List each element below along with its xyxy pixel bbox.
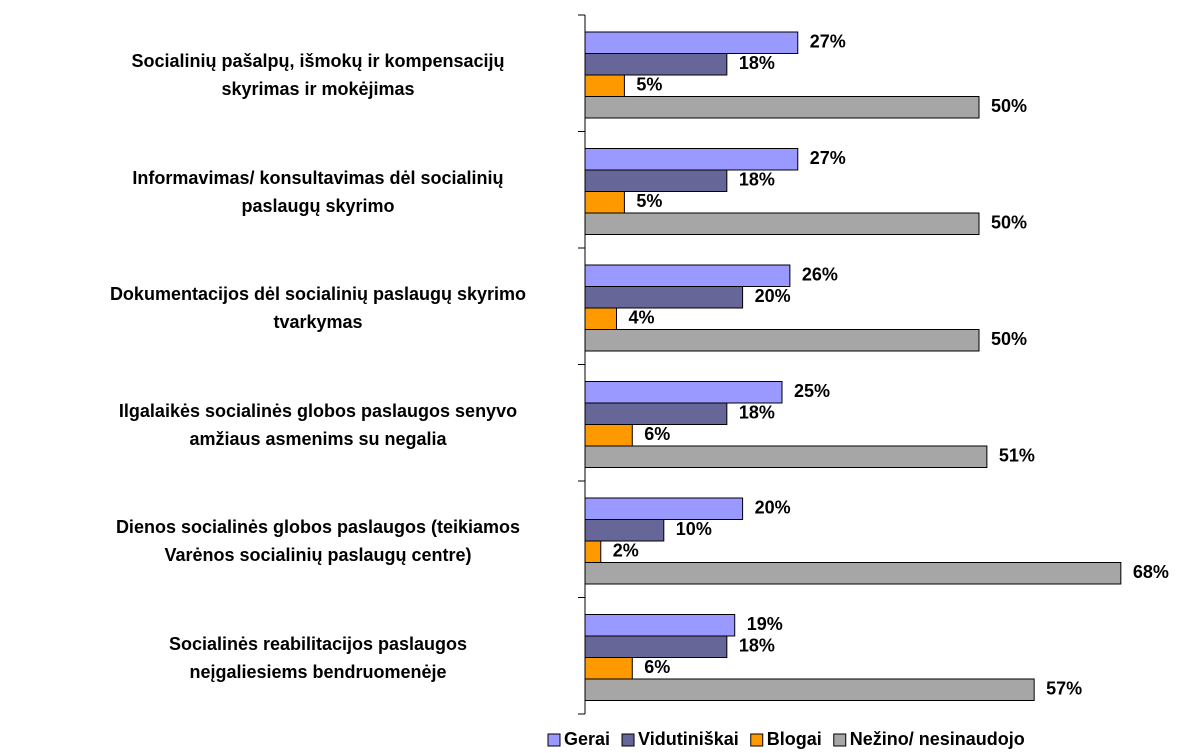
value-label: 27%: [810, 148, 846, 168]
bar: [584, 96, 980, 119]
value-label: 50%: [991, 329, 1027, 349]
value-label: 68%: [1133, 562, 1169, 582]
value-label: 4%: [629, 308, 655, 328]
category-label: Ilgalaikės socialinės globos paslaugos s…: [118, 400, 518, 449]
bar: [584, 678, 1035, 701]
value-label: 5%: [636, 75, 662, 95]
value-label: 57%: [1046, 679, 1082, 699]
value-label: 5%: [636, 191, 662, 211]
category-label: Informavimas/ konsultavimas dėl socialin…: [132, 167, 504, 216]
legend-label: Vidutiniškai: [638, 729, 739, 749]
value-label: 50%: [991, 213, 1027, 233]
category-label: Dienos socialinės globos paslaugos (teik…: [115, 517, 521, 565]
legend-label: Nežino/ nesinaudojo: [850, 729, 1025, 749]
value-label: 20%: [755, 498, 791, 518]
value-label: 6%: [644, 424, 670, 444]
legend-swatch: [621, 733, 635, 747]
legend-label: Blogai: [767, 729, 822, 749]
value-label: 18%: [739, 403, 775, 423]
bar: [584, 562, 1122, 585]
bar: [584, 169, 728, 192]
value-label: 27%: [810, 32, 846, 52]
value-label: 20%: [755, 286, 791, 306]
value-label: 50%: [991, 96, 1027, 116]
value-label: 18%: [739, 636, 775, 656]
category-label: Socialinių pašalpų, išmokų ir kompensaci…: [131, 51, 505, 99]
legend-swatch: [750, 733, 764, 747]
value-label: 10%: [676, 519, 712, 539]
value-label: 19%: [747, 614, 783, 634]
bar: [584, 53, 728, 76]
value-label: 2%: [613, 541, 639, 561]
bar: [584, 635, 728, 658]
bar: [584, 445, 988, 468]
value-label: 25%: [794, 381, 830, 401]
bar: [584, 329, 980, 352]
bar: [584, 212, 980, 235]
category-label: Socialinės reabilitacijos paslaugos neįg…: [168, 633, 468, 682]
bar: [584, 286, 744, 309]
value-label: 51%: [999, 446, 1035, 466]
legend-swatch: [547, 733, 561, 747]
value-label: 6%: [644, 657, 670, 677]
value-label: 18%: [739, 170, 775, 190]
legend-swatch: [833, 733, 847, 747]
value-label: 18%: [739, 53, 775, 73]
bar: [584, 519, 665, 542]
bar: [584, 402, 728, 425]
category-label: Dokumentacijos dėl socialinių paslaugų s…: [109, 284, 527, 332]
value-label: 26%: [802, 265, 838, 285]
legend-label: Gerai: [564, 729, 610, 749]
